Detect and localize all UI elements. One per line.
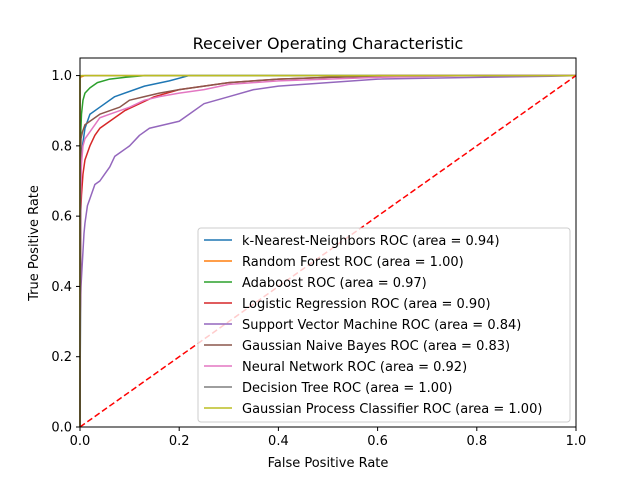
chart-title: Receiver Operating Characteristic — [193, 34, 464, 53]
legend-label-2: Adaboost ROC (area = 0.97) — [242, 276, 427, 291]
x-tick-label-1: 0.2 — [169, 434, 190, 449]
legend-label-8: Gaussian Process Classifier ROC (area = … — [242, 402, 542, 417]
y-tick-label-1: 0.2 — [51, 350, 72, 365]
legend-label-1: Random Forest ROC (area = 1.00) — [242, 255, 464, 270]
legend-label-4: Support Vector Machine ROC (area = 0.84) — [242, 318, 521, 333]
reference-diagonal-line — [79, 74, 577, 428]
legend-label-6: Neural Network ROC (area = 0.92) — [242, 360, 467, 375]
x-tick-label-4: 0.8 — [466, 434, 487, 449]
legend-label-3: Logistic Regression ROC (area = 0.90) — [242, 297, 491, 312]
x-tick-label-3: 0.6 — [367, 434, 388, 449]
series-line-6 — [79, 74, 576, 428]
y-tick-label-4: 0.8 — [51, 139, 72, 154]
legend-label-0: k-Nearest-Neighbors ROC (area = 0.94) — [242, 234, 500, 249]
y-tick-label-3: 0.6 — [51, 210, 72, 225]
y-tick-label-0: 0.0 — [51, 421, 72, 436]
x-axis-label: False Positive Rate — [268, 456, 389, 471]
x-tick-label-0: 0.0 — [70, 434, 91, 449]
legend-box — [197, 227, 571, 423]
x-tick-label-2: 0.4 — [268, 434, 289, 449]
legend-label-7: Decision Tree ROC (area = 1.00) — [242, 381, 452, 396]
y-tick-label-5: 1.0 — [51, 69, 72, 84]
plot-frame — [79, 57, 577, 428]
legend-label-5: Gaussian Naive Bayes ROC (area = 0.83) — [242, 339, 510, 354]
y-axis-label: True Positive Rate — [27, 185, 42, 302]
legend: k-Nearest-Neighbors ROC (area = 0.94) Ran… — [197, 227, 571, 423]
series-line-4 — [79, 74, 577, 427]
y-tick-label-2: 0.4 — [51, 280, 72, 295]
plot-area: 0.0 0.2 0.4 0.6 0.8 1.0 0.0 0.2 0.4 0.6 0.8 1.0 — [51, 57, 587, 449]
series-line-5 — [79, 74, 576, 428]
x-tick-label-5: 1.0 — [566, 434, 587, 449]
